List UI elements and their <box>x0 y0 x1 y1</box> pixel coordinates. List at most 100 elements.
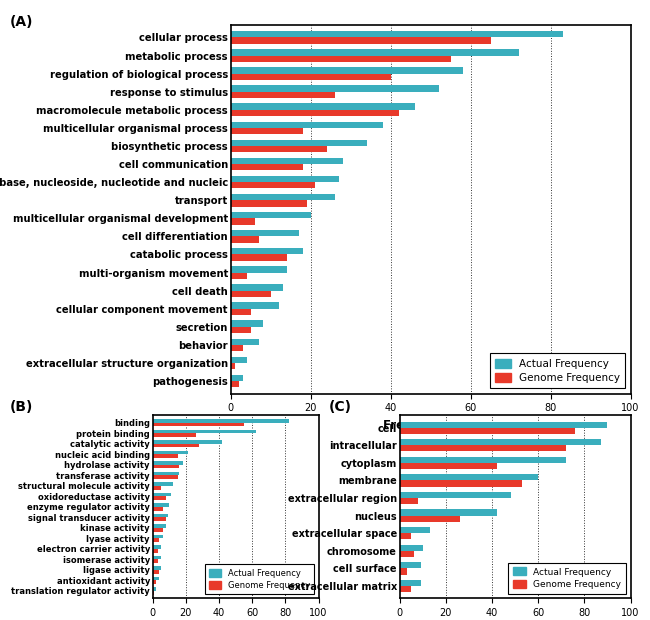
Bar <box>231 327 251 333</box>
Bar <box>400 533 411 539</box>
Bar <box>153 580 156 584</box>
Bar <box>153 570 159 574</box>
Text: (B): (B) <box>10 400 33 414</box>
Bar <box>153 549 158 552</box>
Bar <box>231 273 247 279</box>
Bar <box>231 86 439 92</box>
Bar <box>400 498 418 504</box>
Bar <box>231 182 315 188</box>
Bar <box>400 569 407 575</box>
Bar <box>400 428 575 434</box>
Bar <box>400 480 522 487</box>
Bar <box>153 486 161 490</box>
Bar <box>400 474 538 480</box>
Bar <box>231 128 303 134</box>
Bar <box>231 374 242 381</box>
Legend: Actual Frequency, Genome Frequency: Actual Frequency, Genome Frequency <box>205 564 315 594</box>
Bar <box>153 559 158 563</box>
Bar <box>400 457 566 463</box>
Bar <box>153 497 166 500</box>
Bar <box>231 321 263 327</box>
Bar <box>400 562 421 569</box>
Bar <box>153 430 255 433</box>
Bar <box>231 146 327 153</box>
Bar <box>153 566 161 570</box>
Legend: Actual Frequency, Genome Frequency: Actual Frequency, Genome Frequency <box>490 353 625 389</box>
Bar <box>231 309 251 315</box>
Bar <box>153 528 162 531</box>
Bar <box>153 517 166 521</box>
Bar <box>231 345 242 351</box>
Bar <box>400 510 497 516</box>
Bar <box>231 31 562 37</box>
Bar <box>153 465 179 469</box>
Bar <box>153 454 177 458</box>
Bar <box>153 534 162 538</box>
Bar <box>231 212 311 218</box>
Bar <box>231 74 391 80</box>
Bar <box>400 527 430 533</box>
Bar <box>153 591 155 595</box>
Text: (C): (C) <box>328 400 351 414</box>
Bar <box>231 291 271 297</box>
Bar <box>231 92 335 98</box>
Bar <box>231 266 287 273</box>
Bar <box>400 544 422 551</box>
Bar <box>153 476 177 479</box>
Bar <box>231 381 239 388</box>
Bar <box>231 339 259 345</box>
Bar <box>153 538 159 542</box>
Bar <box>153 451 188 454</box>
Bar <box>153 503 169 507</box>
Bar <box>231 140 367 146</box>
Bar <box>153 507 162 510</box>
Bar <box>231 68 463 74</box>
Bar <box>153 493 171 497</box>
Bar <box>153 556 161 559</box>
Bar <box>231 56 450 62</box>
Bar <box>231 110 398 116</box>
Bar <box>153 472 179 476</box>
Bar <box>231 37 491 44</box>
Bar <box>153 482 173 486</box>
Bar <box>153 444 199 448</box>
Bar <box>231 356 247 363</box>
Bar <box>231 230 299 236</box>
Bar <box>400 586 411 592</box>
Bar <box>231 218 255 224</box>
Bar <box>231 104 415 110</box>
Bar <box>231 200 307 206</box>
Bar <box>400 439 601 445</box>
Bar <box>231 164 303 171</box>
Bar <box>400 445 566 451</box>
Bar <box>231 49 519 56</box>
Legend: Actual Frequency, Genome Frequency: Actual Frequency, Genome Frequency <box>508 563 626 594</box>
Bar <box>153 433 196 437</box>
Bar <box>153 587 156 591</box>
Bar <box>231 254 287 261</box>
Bar <box>231 363 235 370</box>
Bar <box>153 440 222 444</box>
Text: (A): (A) <box>10 16 33 30</box>
Bar <box>153 419 289 423</box>
Bar <box>400 516 460 522</box>
Bar <box>153 524 166 528</box>
Bar <box>153 514 168 517</box>
Bar <box>153 545 161 549</box>
Bar <box>153 577 159 580</box>
Bar <box>231 303 279 309</box>
Bar <box>153 461 183 465</box>
Bar <box>153 423 244 427</box>
Bar <box>231 157 343 164</box>
Bar <box>231 285 283 291</box>
Bar <box>400 551 413 557</box>
Bar <box>231 176 339 182</box>
Bar <box>231 248 303 254</box>
Bar <box>400 492 510 498</box>
Bar <box>400 422 607 428</box>
Bar <box>231 236 259 242</box>
Bar <box>231 122 383 128</box>
X-axis label: Frequency (%): Frequency (%) <box>383 419 478 432</box>
Bar <box>231 194 335 200</box>
Bar <box>400 463 497 469</box>
